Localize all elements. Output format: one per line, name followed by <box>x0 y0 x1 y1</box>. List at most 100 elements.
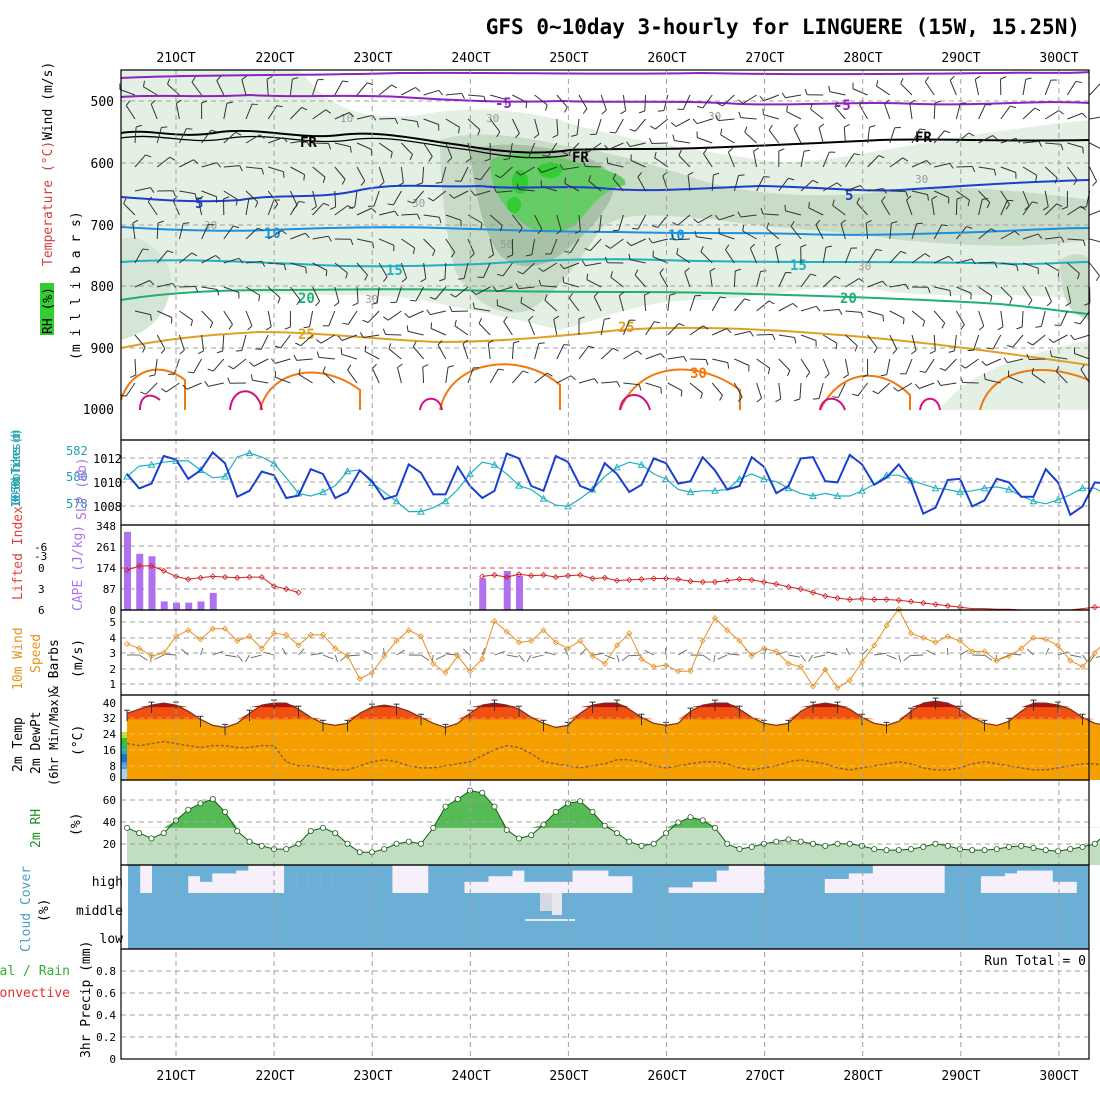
cloud-high-bars <box>128 865 1089 893</box>
upper-wind-barb <box>175 103 180 120</box>
upper-wind-barb-feather <box>759 95 765 102</box>
upper-wind-barb <box>589 238 602 252</box>
rh-marker <box>1055 848 1062 855</box>
upper-wind-barb <box>667 295 671 312</box>
upper-wind-barb-feather <box>515 171 522 176</box>
cape-bar <box>516 575 523 610</box>
upper-wind-barb <box>889 283 906 288</box>
upper-wind-barb-feather <box>941 224 948 227</box>
upper-wind-barb <box>208 382 224 387</box>
upper-wind-barb-feather <box>834 101 839 108</box>
upper-wind-barb-feather <box>902 157 909 162</box>
rh-marker <box>675 819 682 826</box>
cloud-high-bar <box>476 865 489 882</box>
upper-wind-barb <box>367 310 380 323</box>
upper-wind-barb-feather <box>216 350 223 354</box>
upper-wind-barb <box>702 94 713 109</box>
isotherm-minus5-upper <box>120 71 1090 79</box>
upper-wind-barb-feather <box>578 316 585 320</box>
thickness-marker <box>711 486 719 494</box>
upper-wind-barb <box>318 356 335 360</box>
li-marker <box>577 571 584 579</box>
upper-wind-barb <box>156 334 166 350</box>
wind10m-panel: 5 4 3 2 1 10m Wind Speed & Barbs (m/s) <box>11 605 1100 694</box>
precip-tick: 0.4 <box>96 1009 116 1022</box>
upper-wind-barb-feather <box>636 350 643 355</box>
wind-marker <box>797 663 804 670</box>
upper-wind-barb <box>934 162 950 168</box>
upper-wind-barb <box>245 166 262 170</box>
upper-wind-barb-feather <box>738 174 745 177</box>
upper-wind-barb-feather <box>204 381 209 387</box>
upper-wind-barb-feather <box>838 309 843 315</box>
upper-wind-barb <box>201 224 209 240</box>
upper-wind-barb-feather <box>672 221 678 226</box>
upper-wind-barb <box>689 325 704 336</box>
rh-marker <box>871 846 878 853</box>
date-label-top: 28OCT <box>843 51 882 66</box>
upper-wind-barb-feather <box>693 218 699 224</box>
upper-wind-barb <box>905 358 913 375</box>
upper-wind-barb-feather <box>216 162 222 168</box>
surface-wind-barb <box>926 649 936 656</box>
upper-wind-barb-feather <box>1014 230 1020 236</box>
upper-wind-barb-feather <box>632 227 639 230</box>
upper-wind-barb-feather <box>700 245 704 252</box>
rh-marker <box>356 849 363 856</box>
upper-wind-barb <box>531 238 536 255</box>
isotherm-minus5 <box>120 93 1090 106</box>
upper-wind-barb-feather <box>939 367 946 371</box>
upper-wind-barb-feather <box>767 368 771 375</box>
upper-wind-barb-feather <box>713 172 720 176</box>
upper-wind-barb-feather <box>676 248 679 255</box>
upper-wind-barb <box>518 286 535 290</box>
li-tick: -3 <box>34 550 47 563</box>
wind-tick: 5 <box>109 616 116 629</box>
upper-wind-barb-feather <box>834 275 841 280</box>
upper-wind-barb-feather <box>881 196 886 202</box>
surface-wind-barb <box>800 654 807 662</box>
upper-wind-barb-feather <box>303 174 306 181</box>
upper-wind-barb-feather <box>409 299 416 302</box>
surface-wind-barb <box>579 648 587 656</box>
upper-wind-barb-feather <box>1061 206 1068 210</box>
upper-wind-barb <box>815 224 824 240</box>
upper-wind-barb-feather <box>749 243 755 249</box>
upper-wind-barb-feather <box>194 193 197 200</box>
wind-marker <box>1042 636 1049 643</box>
upper-wind-barb <box>480 166 491 181</box>
wind-marker <box>307 631 314 638</box>
upper-wind-barb <box>722 94 735 107</box>
upper-wind-barb-feather <box>544 294 548 301</box>
upper-wind-barb <box>911 223 918 240</box>
li-marker <box>601 574 608 581</box>
upper-wind-barb <box>371 368 380 384</box>
upper-wind-barb-feather <box>337 335 343 341</box>
upper-wind-barb-feather <box>1070 334 1075 340</box>
upper-wind-barb-feather <box>311 206 317 211</box>
upper-wind-barb-feather <box>1010 105 1017 109</box>
cloud-high-bar <box>824 865 837 879</box>
date-label-bottom: 30OCT <box>1039 1069 1078 1084</box>
upper-wind-barb <box>800 179 814 192</box>
upper-wind-barb <box>478 323 491 336</box>
upper-wind-barb-feather <box>1060 236 1065 243</box>
upper-wind-barb <box>978 104 986 120</box>
upper-wind-barb-feather <box>586 273 589 280</box>
surface-wind-barb <box>245 654 250 662</box>
upper-wind-barb <box>674 140 691 144</box>
upper-wind-barb <box>134 127 137 144</box>
upper-wind-barb-feather <box>753 147 759 152</box>
upper-wind-barb-feather <box>778 148 785 152</box>
cloud-high-bar <box>236 865 249 871</box>
wind-marker <box>491 618 498 625</box>
upper-wind-barb-feather <box>880 374 887 377</box>
upper-wind-barb <box>356 286 359 303</box>
upper-wind-barb-feather <box>971 258 976 265</box>
upper-wind-barb <box>845 334 858 347</box>
upper-wind-barb-feather <box>794 398 801 402</box>
upper-wind-barb <box>955 103 961 120</box>
isotherm-label: 15 <box>790 258 807 274</box>
cloud-level-high: high <box>92 875 123 890</box>
upper-wind-barb <box>576 118 580 135</box>
